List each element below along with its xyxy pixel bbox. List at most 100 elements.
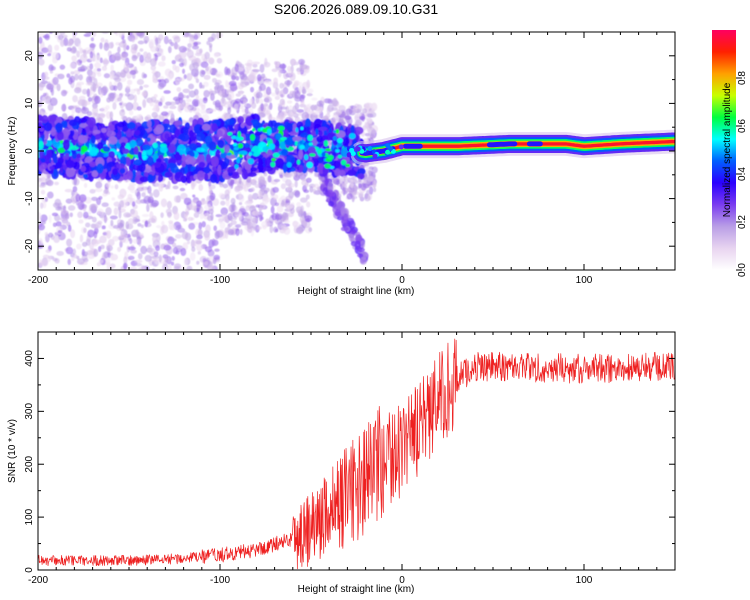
spectrogram-band-blob bbox=[39, 127, 45, 132]
spectrogram-noise-blob bbox=[281, 200, 285, 207]
spectrogram-noise-blob bbox=[64, 188, 73, 193]
spectrogram-noise-blob bbox=[163, 105, 169, 109]
spectrogram-hot-blob bbox=[236, 156, 241, 164]
spectrogram-transition-blob bbox=[367, 146, 373, 152]
spectrogram-noise-blob bbox=[190, 180, 197, 188]
spectrogram-noise-blob bbox=[227, 223, 231, 231]
spectrogram-noise-blob bbox=[213, 225, 217, 232]
spectrogram-band-blob bbox=[286, 154, 296, 165]
colorbar-tick-label: 0.2 bbox=[737, 215, 748, 229]
spectrogram-noise-blob bbox=[201, 84, 205, 89]
spectrogram-noise-blob bbox=[264, 96, 272, 103]
spectrogram-band-blob bbox=[195, 147, 206, 153]
spectrogram-noise-blob bbox=[79, 234, 84, 243]
spectrogram-noise-blob bbox=[67, 205, 76, 211]
spectrogram-hot-blob bbox=[307, 134, 314, 142]
spectrogram-noise-blob bbox=[132, 233, 137, 238]
spectrogram-noise-blob bbox=[185, 207, 190, 214]
spectrogram-noise-blob bbox=[131, 201, 136, 207]
spectrogram-noise-blob bbox=[113, 207, 119, 216]
spectrogram-noise-blob bbox=[117, 246, 122, 252]
spectrogram-band-blob bbox=[61, 128, 71, 137]
spectrogram-noise-blob bbox=[129, 70, 137, 76]
spectrogram-tail-blob bbox=[359, 257, 367, 265]
spectrogram-band-blob bbox=[92, 129, 101, 134]
spectrogram-xtick-label: 0 bbox=[399, 275, 405, 286]
spectrogram-noise-blob bbox=[273, 178, 281, 183]
spectrogram-noise-blob bbox=[294, 180, 298, 188]
spectrogram-noise-blob bbox=[225, 68, 231, 76]
spectrogram-noise-blob bbox=[113, 201, 121, 207]
spectrogram-band-blob bbox=[157, 175, 162, 183]
spectrogram-band-blob bbox=[106, 130, 116, 138]
spectrogram-noise-blob bbox=[286, 100, 293, 104]
spectrogram-noise-blob bbox=[141, 213, 150, 218]
spectrogram-noise-blob bbox=[197, 251, 201, 255]
spectrogram-tail-blob bbox=[340, 206, 346, 216]
spectrogram-noise-blob bbox=[312, 188, 317, 195]
spectrogram-noise-blob bbox=[150, 202, 159, 207]
spectrogram-noise-blob bbox=[200, 108, 205, 115]
spectrogram-noise-blob bbox=[196, 260, 200, 265]
spectrogram-noise-blob bbox=[160, 212, 164, 218]
spectrogram-noise-blob bbox=[265, 109, 271, 115]
spectrogram-noise-blob bbox=[285, 179, 292, 187]
spectrogram-noise-blob bbox=[142, 265, 146, 270]
spectrogram-noise-blob bbox=[189, 252, 196, 261]
spectrogram-noise-blob bbox=[136, 88, 141, 95]
spectrogram-noise-blob bbox=[152, 75, 157, 82]
spectrogram-noise-blob bbox=[93, 77, 98, 86]
colorbar-tick-label: 0.4 bbox=[737, 167, 748, 181]
spectrogram-band-blob bbox=[197, 154, 205, 164]
spectrogram-noise-blob bbox=[157, 61, 166, 67]
spectrogram-noise-blob bbox=[141, 192, 146, 197]
spectrogram-noise-blob bbox=[167, 264, 172, 270]
spectrogram-noise-blob bbox=[77, 99, 86, 107]
spectrogram-noise-blob bbox=[364, 121, 368, 128]
spectrogram-noise-blob bbox=[131, 54, 138, 62]
spectrogram-noise-blob bbox=[195, 94, 200, 100]
spectrogram-hot-blob bbox=[309, 153, 316, 157]
spectrogram-hot-blob bbox=[340, 159, 347, 166]
spectrogram-band-blob bbox=[176, 144, 187, 155]
spectrogram-noise-blob bbox=[143, 51, 149, 59]
spectrogram-band-blob bbox=[209, 173, 218, 184]
spectrogram-noise-blob bbox=[368, 119, 373, 124]
spectrogram-noise-blob bbox=[136, 191, 141, 200]
spectrogram-band-blob bbox=[289, 131, 297, 136]
spectrogram-noise-blob bbox=[132, 238, 138, 244]
spectrogram-band-blob bbox=[245, 116, 254, 126]
spectrogram-hot-blob bbox=[295, 127, 299, 133]
spectrogram-hot-blob bbox=[247, 158, 255, 165]
spectrogram-band-blob bbox=[147, 173, 154, 183]
spectrogram-noise-blob bbox=[274, 214, 283, 221]
spectrogram-noise-blob bbox=[365, 102, 370, 111]
spectrogram-noise-blob bbox=[274, 202, 280, 207]
spectrogram-noise-blob bbox=[73, 254, 78, 259]
spectrogram-noise-blob bbox=[193, 100, 199, 107]
spectrogram-noise-blob bbox=[98, 112, 106, 119]
spectrogram-noise-blob bbox=[40, 259, 49, 267]
spectrogram-noise-blob bbox=[208, 186, 213, 196]
spectrogram-noise-blob bbox=[274, 77, 278, 84]
spectrogram-noise-blob bbox=[144, 254, 152, 262]
spectrogram-band-blob bbox=[281, 148, 289, 157]
spectrogram-hot-blob bbox=[262, 128, 269, 133]
spectrogram-noise-blob bbox=[342, 187, 346, 196]
spectrogram-noise-blob bbox=[195, 78, 200, 84]
spectrogram-noise-blob bbox=[175, 65, 180, 73]
spectrogram-noise-blob bbox=[129, 238, 133, 245]
spectrogram-noise-blob bbox=[301, 178, 307, 182]
spectrogram-noise-blob bbox=[279, 63, 287, 69]
spectrogram-noise-blob bbox=[301, 86, 306, 94]
spectrogram-hot-blob bbox=[327, 154, 334, 160]
spectrogram-band-blob bbox=[80, 145, 88, 153]
spectrogram-noise-blob bbox=[38, 51, 44, 60]
spectrogram-noise-blob bbox=[110, 185, 114, 189]
spectrogram-noise-blob bbox=[90, 71, 96, 79]
spectrogram-noise-blob bbox=[330, 99, 339, 107]
spectrogram-noise-blob bbox=[279, 82, 284, 89]
spectrogram-band-blob bbox=[137, 151, 142, 160]
spectrogram-noise-blob bbox=[240, 221, 249, 226]
spectrogram-noise-blob bbox=[173, 36, 181, 43]
